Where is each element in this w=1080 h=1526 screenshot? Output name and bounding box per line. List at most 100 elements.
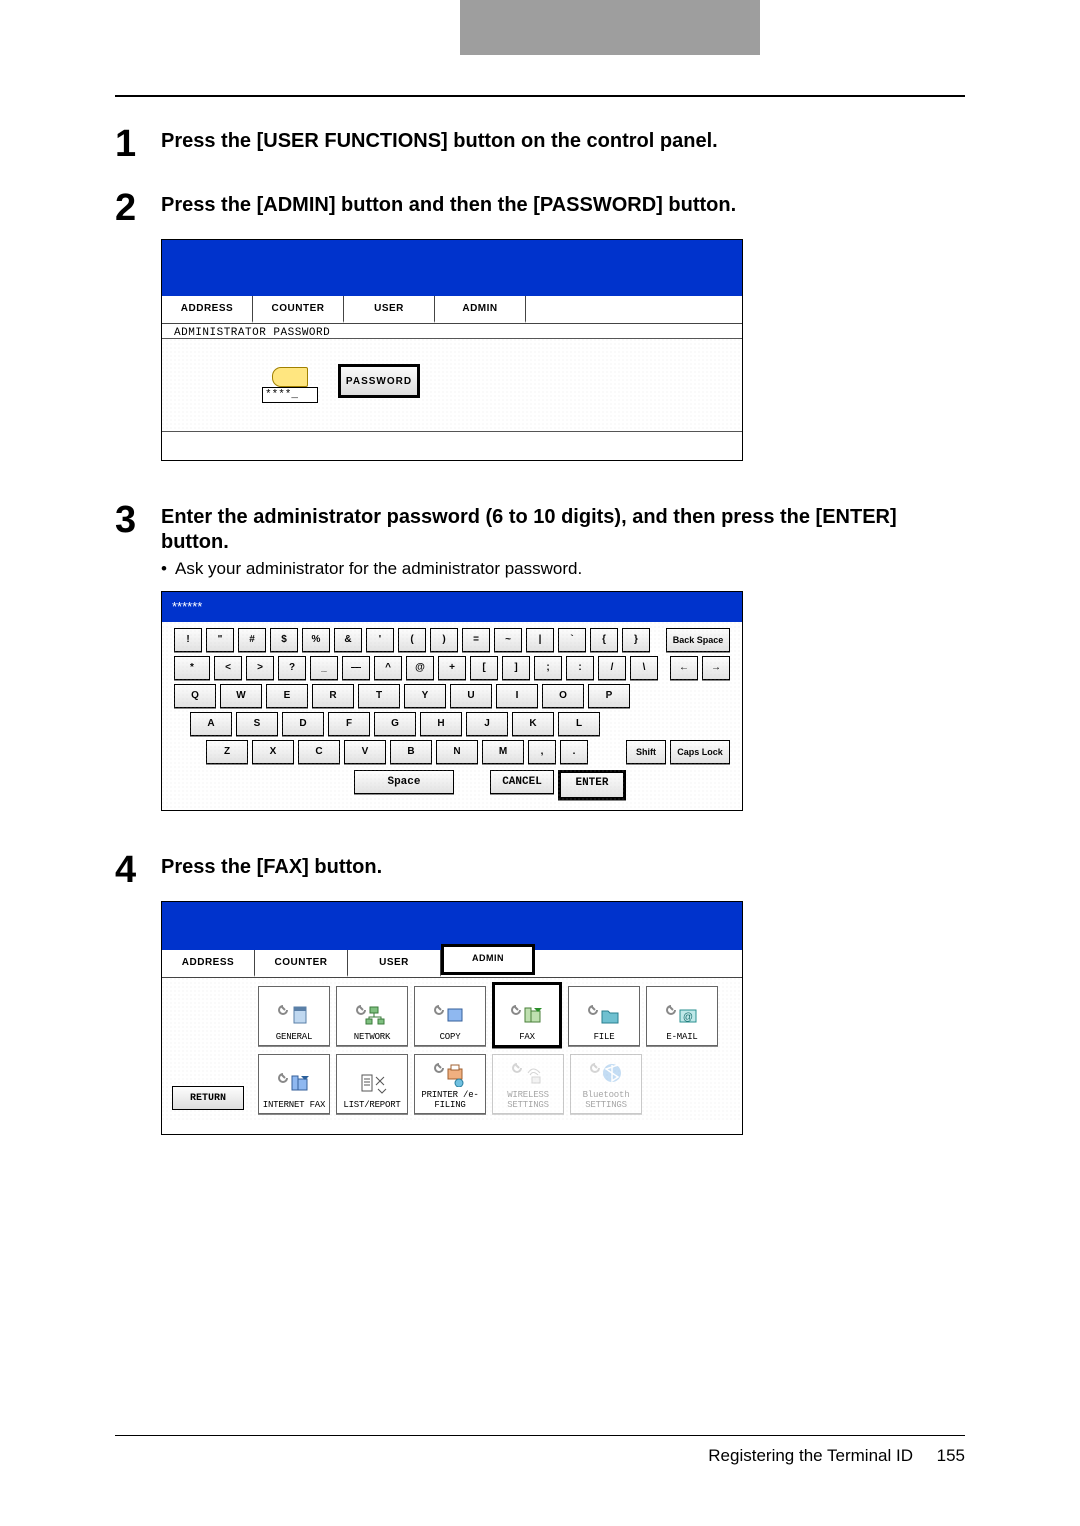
backspace-key[interactable]: Back Space — [666, 628, 730, 652]
shift-key[interactable]: Shift — [626, 740, 666, 764]
key[interactable]: > — [246, 656, 274, 680]
key[interactable]: ' — [366, 628, 394, 652]
key[interactable]: " — [206, 628, 234, 652]
key[interactable]: A — [190, 712, 232, 736]
key[interactable]: K — [512, 712, 554, 736]
key[interactable]: D — [282, 712, 324, 736]
key[interactable]: G — [374, 712, 416, 736]
key[interactable]: C — [298, 740, 340, 764]
key[interactable]: * — [174, 656, 210, 680]
key[interactable]: < — [214, 656, 242, 680]
key[interactable]: Z — [206, 740, 248, 764]
app-internet-fax[interactable]: INTERNET FAX — [258, 1054, 330, 1114]
arrow-left-key[interactable]: ← — [670, 656, 698, 680]
key[interactable]: ( — [398, 628, 426, 652]
admin-apps-grid: GENERAL NETWORK COPY — [258, 986, 732, 1114]
key[interactable]: : — [566, 656, 594, 680]
app-label: FAX — [519, 1033, 535, 1042]
tab-user[interactable]: USER — [344, 296, 435, 323]
key[interactable]: W — [220, 684, 262, 708]
app-label: E-MAIL — [666, 1033, 697, 1042]
tab-counter[interactable]: COUNTER — [255, 950, 348, 977]
key[interactable]: N — [436, 740, 478, 764]
app-general[interactable]: GENERAL — [258, 986, 330, 1046]
key[interactable]: L — [558, 712, 600, 736]
caps-lock-key[interactable]: Caps Lock — [670, 740, 730, 764]
key[interactable]: J — [466, 712, 508, 736]
key[interactable]: E — [266, 684, 308, 708]
key[interactable]: P — [588, 684, 630, 708]
arrow-right-key[interactable]: → — [702, 656, 730, 680]
key[interactable]: $ — [270, 628, 298, 652]
key[interactable]: ~ — [494, 628, 522, 652]
tab-admin[interactable]: ADMIN — [435, 296, 526, 323]
key[interactable]: ` — [558, 628, 586, 652]
key[interactable]: _ — [310, 656, 338, 680]
key[interactable]: I — [496, 684, 538, 708]
tab-address[interactable]: ADDRESS — [162, 296, 253, 323]
scr1-password-area: ****_ PASSWORD — [162, 338, 742, 435]
key[interactable]: ? — [278, 656, 306, 680]
internet-fax-icon — [276, 1069, 312, 1097]
key[interactable]: ^ — [374, 656, 402, 680]
app-fax[interactable]: FAX — [492, 982, 562, 1048]
space-key[interactable]: Space — [354, 770, 454, 794]
key[interactable]: R — [312, 684, 354, 708]
key[interactable]: ; — [534, 656, 562, 680]
key[interactable]: @ — [406, 656, 434, 680]
key[interactable]: } — [622, 628, 650, 652]
key[interactable]: / — [598, 656, 626, 680]
key[interactable]: U — [450, 684, 492, 708]
app-list-report[interactable]: LIST/REPORT — [336, 1054, 408, 1114]
key[interactable]: ) — [430, 628, 458, 652]
key-icon — [272, 367, 308, 387]
key[interactable]: X — [252, 740, 294, 764]
app-copy[interactable]: COPY — [414, 986, 486, 1046]
keyboard-area: ! " # $ % & ' ( ) = ~ | ` { } Back Sp — [162, 622, 742, 810]
app-email[interactable]: @ E-MAIL — [646, 986, 718, 1046]
cancel-key[interactable]: CANCEL — [490, 770, 554, 794]
key[interactable]: T — [358, 684, 400, 708]
key[interactable]: S — [236, 712, 278, 736]
key[interactable]: ] — [502, 656, 530, 680]
tab-counter[interactable]: COUNTER — [253, 296, 344, 323]
key[interactable]: + — [438, 656, 466, 680]
key[interactable]: V — [344, 740, 386, 764]
key[interactable]: , — [528, 740, 556, 764]
key[interactable]: # — [238, 628, 266, 652]
footer-rule — [115, 1435, 965, 1436]
key[interactable]: M — [482, 740, 524, 764]
key[interactable]: . — [560, 740, 588, 764]
app-bluetooth-settings[interactable]: Bluetooth SETTINGS — [570, 1054, 642, 1114]
app-network[interactable]: NETWORK — [336, 986, 408, 1046]
key[interactable]: [ — [470, 656, 498, 680]
key[interactable]: \ — [630, 656, 658, 680]
tab-address[interactable]: ADDRESS — [162, 950, 255, 977]
app-label: PRINTER /e-FILING — [415, 1091, 485, 1110]
app-printer-efiling[interactable]: PRINTER /e-FILING — [414, 1054, 486, 1114]
key[interactable]: & — [334, 628, 362, 652]
tab-user[interactable]: USER — [348, 950, 441, 977]
step-subtext: Ask your administrator for the administr… — [161, 559, 965, 579]
key[interactable]: Y — [404, 684, 446, 708]
step-number: 4 — [115, 851, 161, 889]
key[interactable]: H — [420, 712, 462, 736]
app-wireless-settings[interactable]: WIRELESS SETTINGS — [492, 1054, 564, 1114]
password-button[interactable]: PASSWORD — [338, 364, 420, 398]
key[interactable]: ! — [174, 628, 202, 652]
key[interactable]: { — [590, 628, 618, 652]
key[interactable]: % — [302, 628, 330, 652]
scr1-password-field: ****_ — [262, 387, 318, 403]
return-button[interactable]: RETURN — [172, 1086, 244, 1110]
key[interactable]: Q — [174, 684, 216, 708]
key[interactable]: O — [542, 684, 584, 708]
step-heading: Press the [ADMIN] button and then the [P… — [161, 193, 965, 218]
enter-key[interactable]: ENTER — [558, 770, 626, 800]
app-file[interactable]: FILE — [568, 986, 640, 1046]
key[interactable]: B — [390, 740, 432, 764]
key[interactable]: — — [342, 656, 370, 680]
tab-admin-highlight[interactable]: ADMIN — [441, 944, 535, 975]
key[interactable]: = — [462, 628, 490, 652]
key[interactable]: F — [328, 712, 370, 736]
key[interactable]: | — [526, 628, 554, 652]
